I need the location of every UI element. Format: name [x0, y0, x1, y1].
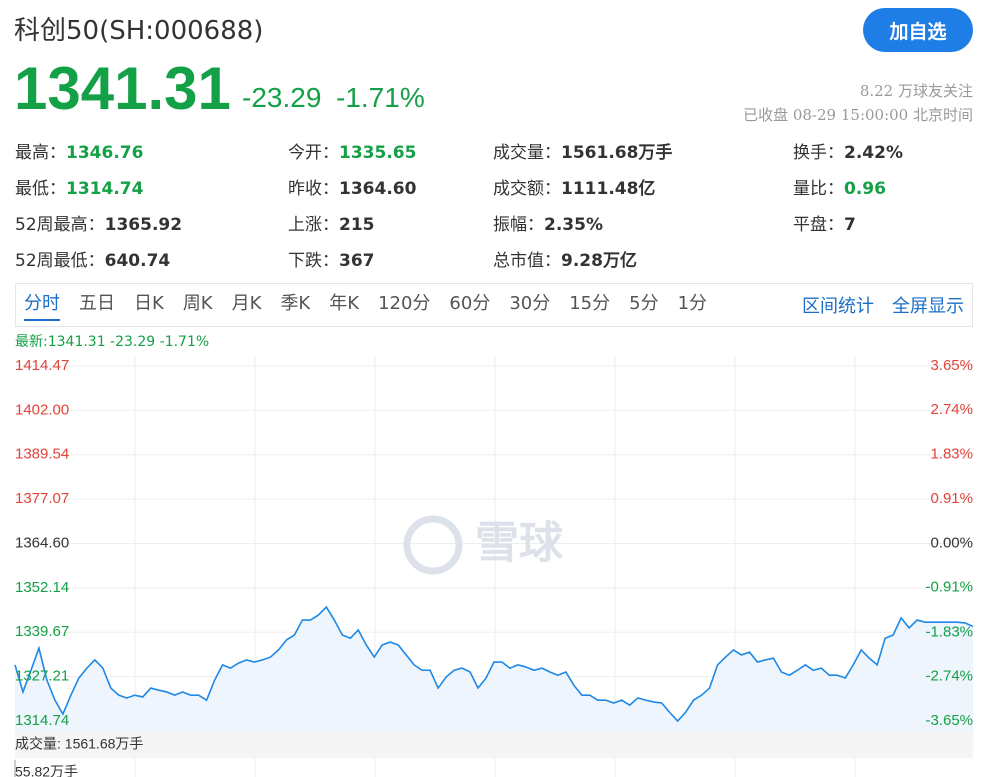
- tab[interactable]: 30分: [509, 293, 551, 314]
- stat: 今开：1335.65: [288, 138, 493, 163]
- tab[interactable]: 季K: [280, 293, 311, 314]
- y2-tick-label: -1.83%: [925, 623, 973, 640]
- tab[interactable]: 分时: [24, 289, 60, 321]
- price-line: [14, 605, 974, 723]
- y-tick-label: 1314.74: [15, 712, 69, 729]
- y2-tick-label: -3.65%: [925, 712, 973, 729]
- stat-label: 量比：: [793, 179, 844, 199]
- stat-label: 52周最高：: [15, 215, 105, 235]
- stat-label: 换手：: [793, 143, 844, 163]
- stat: 最低：1314.74: [15, 174, 288, 199]
- followers: 8.22 万球友关注: [859, 82, 973, 100]
- stat-label: 最低：: [15, 179, 66, 199]
- y-tick-label: 1339.67: [15, 623, 69, 640]
- y2-tick-label: -2.74%: [925, 668, 973, 685]
- tab-bar: 分时 五日 日K 周K 月K 季K 年K 120分 60分 30分 15分 5分 1分 区间统计 全屏显示: [15, 283, 973, 327]
- stat: 上涨：215: [288, 210, 493, 235]
- stat-label: 今开：: [288, 143, 339, 163]
- y2-tick-label: -0.91%: [925, 579, 973, 596]
- latest: 最新:1341.31 -23.29 -1.71%: [15, 334, 210, 350]
- stat: 成交额：1111.48亿: [493, 174, 793, 199]
- stat-value: 1365.92: [104, 215, 183, 235]
- y2-tick-label: 0.00%: [930, 534, 973, 551]
- status: 已收盘 08-29 15:00:00 北京时间: [743, 106, 973, 124]
- stat-value: 1346.76: [66, 143, 144, 163]
- stat: 换手：2.42%: [793, 138, 973, 163]
- stat-label: 最高：: [15, 143, 66, 163]
- stat: 平盘：7: [793, 210, 973, 235]
- stat-label: 52周最低：: [15, 251, 105, 271]
- stat-label: 昨收：: [288, 179, 339, 199]
- stat-value: 640.74: [104, 251, 171, 271]
- watermark-logo: [403, 515, 463, 575]
- y2-tick-label: 0.91%: [930, 490, 973, 507]
- tab[interactable]: 日K: [134, 293, 164, 314]
- stat-label: 成交额：: [493, 179, 561, 199]
- volume-label: 成交量: 1561.68万手: [15, 736, 143, 752]
- stat-value: 0.96: [844, 179, 886, 199]
- stat: 52周最低：640.74: [15, 246, 288, 271]
- stat-label: 成交量：: [493, 143, 561, 163]
- y-tick-label: 1414.47: [15, 357, 69, 374]
- stat: 振幅：2.35%: [493, 210, 793, 235]
- volume-scale: 55.82万手: [15, 764, 78, 777]
- stat-value: 2.42%: [844, 143, 903, 163]
- stat-value: 1561.68万手: [561, 143, 673, 163]
- y-tick-label: 1402.00: [15, 401, 69, 418]
- stat-label: 总市值：: [493, 251, 561, 271]
- stat-label: 平盘：: [793, 215, 844, 235]
- tab[interactable]: 五日: [79, 293, 115, 314]
- stat-value: 7: [844, 215, 856, 235]
- stat: 量比：0.96: [793, 174, 973, 199]
- stat: 昨收：1364.60: [288, 174, 493, 199]
- stat-value: 2.35%: [544, 215, 603, 235]
- y2-tick-label: 1.83%: [930, 445, 973, 462]
- y2-tick-label: 3.65%: [930, 357, 973, 374]
- y-tick-label: 1364.60: [15, 534, 69, 551]
- follow-button[interactable]: 加自选: [863, 8, 973, 52]
- volume-bar: [15, 731, 973, 758]
- tool[interactable]: 全屏显示: [892, 296, 964, 317]
- tabs: 分时 五日 日K 周K 月K 季K 年K 120分 60分 30分 15分 5分 1分: [16, 289, 707, 321]
- tab[interactable]: 120分: [378, 293, 431, 314]
- y2-tick-label: 2.74%: [930, 401, 973, 418]
- stats: 最高：1346.76 今开：1335.65 成交量：1561.68万手 换手：2.42…: [15, 138, 973, 271]
- tab[interactable]: 15分: [569, 293, 611, 314]
- tab[interactable]: 周K: [182, 293, 213, 314]
- stat-value: 1364.60: [339, 179, 417, 199]
- area: [15, 607, 973, 731]
- stat-label: 下跌：: [288, 251, 339, 271]
- price: 1341.31: [14, 55, 231, 122]
- stat: 下跌：367: [288, 246, 493, 271]
- stat-value: 215: [339, 215, 375, 235]
- tab[interactable]: 5分: [629, 293, 659, 314]
- stat-value: 9.28万亿: [561, 251, 637, 271]
- stock-title: 科创50(SH:000688): [14, 16, 264, 46]
- y-tick-label: 1389.54: [15, 446, 69, 463]
- stat: 成交量：1561.68万手: [493, 138, 793, 163]
- stat: 52周最高：1365.92: [15, 210, 288, 235]
- y-tick-label: 1352.14: [15, 579, 69, 596]
- y-tick-label: 1377.07: [15, 490, 69, 507]
- change: -23.29: [242, 82, 322, 113]
- stat-value: 1314.74: [66, 179, 144, 199]
- tools: 区间统计 全屏显示: [802, 292, 972, 318]
- tool[interactable]: 区间统计: [802, 296, 874, 317]
- change-percent: -1.71%: [336, 82, 425, 113]
- tab[interactable]: 年K: [329, 293, 360, 314]
- stat-label: 上涨：: [288, 215, 339, 235]
- tab[interactable]: 1分: [677, 293, 708, 314]
- watermark: 雪球: [475, 519, 564, 568]
- stat-label: 振幅：: [493, 215, 544, 235]
- stat-value: 1111.48亿: [561, 179, 656, 199]
- tab[interactable]: 月K: [231, 293, 262, 314]
- stat: 最高：1346.76: [15, 138, 288, 163]
- tab[interactable]: 60分: [449, 293, 491, 314]
- stat-value: 367: [339, 251, 375, 271]
- y-tick-label: 1327.21: [15, 668, 69, 685]
- stat: 总市值：9.28万亿: [493, 246, 793, 271]
- stat-value: 1335.65: [339, 143, 417, 163]
